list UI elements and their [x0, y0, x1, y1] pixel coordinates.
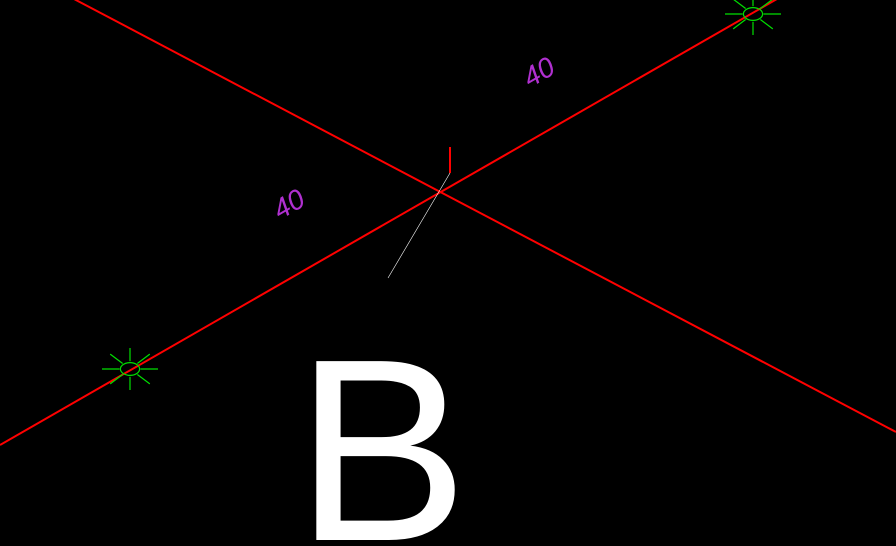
light-icon: [725, 0, 781, 35]
dimension-label-1: 40: [268, 183, 311, 226]
point-label-b: B: [295, 306, 468, 546]
cad-viewport: 40 40 B: [0, 0, 896, 546]
light-icon: [102, 348, 158, 390]
dimension-label-2: 40: [518, 51, 561, 94]
leader-line: [388, 173, 450, 278]
